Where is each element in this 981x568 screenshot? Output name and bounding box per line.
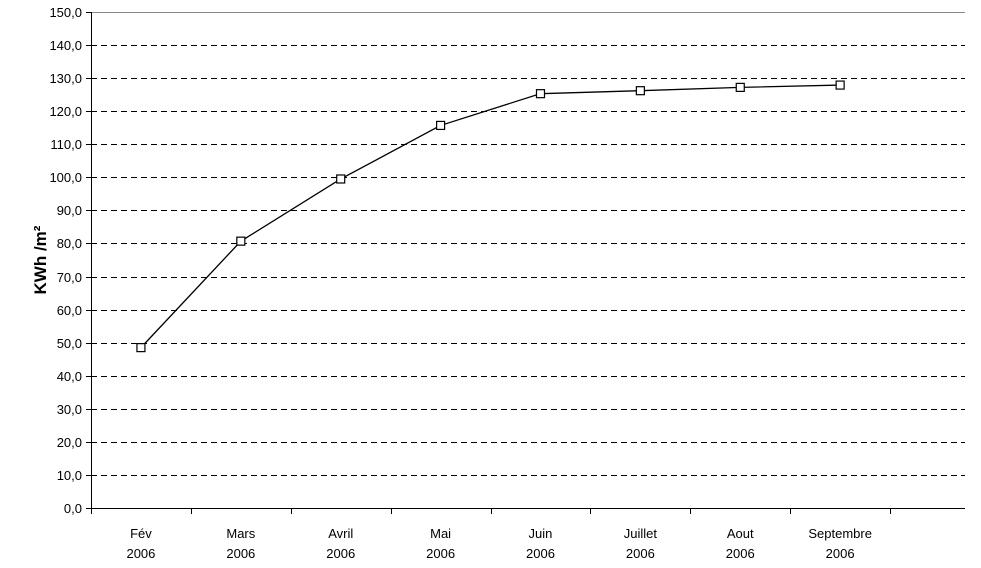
y-tick-label: 110,0 [50,137,82,152]
x-tick-label-year: 2006 [426,546,455,561]
x-tick-label-year: 2006 [626,546,655,561]
y-tick-label: 150,0 [49,5,82,20]
y-axis-ticks: 0,0 10,0 20,0 30,0 40,0 50,0 60,0 70,0 80,0 90,0 1… [49,5,91,516]
x-tick-label: Juin [529,526,553,541]
y-tick-label: 90,0 [57,203,82,218]
data-point-marker [835,80,845,90]
x-tick-label-year: 2006 [826,546,855,561]
y-tick-label: 30,0 [57,402,82,417]
y-axis-label: KWh /m² [31,225,50,294]
series-line [140,84,841,349]
y-tick-label: 120,0 [49,104,82,119]
x-tick-label-year: 2006 [126,546,155,561]
data-point-marker [436,120,446,131]
data-point-marker [136,343,146,353]
y-tick-label: 0,0 [64,501,82,516]
x-axis-ticks: Fév 2006 Mars 2006 Avril 2006 Mai 2006 Juin 2006 J… [91,508,891,561]
x-tick-label: Avril [328,526,353,541]
x-tick-label: Mars [226,526,255,541]
x-tick-label: Juillet [624,526,658,541]
y-tick-label: 20,0 [57,435,82,450]
y-tick-label: 60,0 [57,303,82,318]
data-point-marker [336,174,346,184]
data-point-marker [635,86,645,96]
x-tick-label: Aout [727,526,754,541]
series-group [136,80,845,353]
x-tick-label-year: 2006 [726,546,755,561]
x-tick-label-year: 2006 [226,546,255,561]
data-point-marker [735,82,745,92]
y-tick-label: 40,0 [57,369,82,384]
axes [91,12,965,509]
x-tick-label: Fév [130,526,152,541]
y-tick-label: 10,0 [57,468,82,483]
y-tick-label: 80,0 [57,236,82,251]
y-tick-label: 50,0 [57,336,82,351]
x-tick-label: Septembre [808,526,872,541]
data-point-marker [535,89,546,99]
x-tick-label: Mai [430,526,451,541]
y-tick-label: 130,0 [49,71,82,86]
x-tick-label-year: 2006 [526,546,555,561]
y-tick-label: 70,0 [57,270,82,285]
x-tick-label-year: 2006 [326,546,355,561]
y-tick-label: 140,0 [49,38,82,53]
data-point-marker [236,236,246,246]
y-tick-label: 100,0 [49,170,82,185]
